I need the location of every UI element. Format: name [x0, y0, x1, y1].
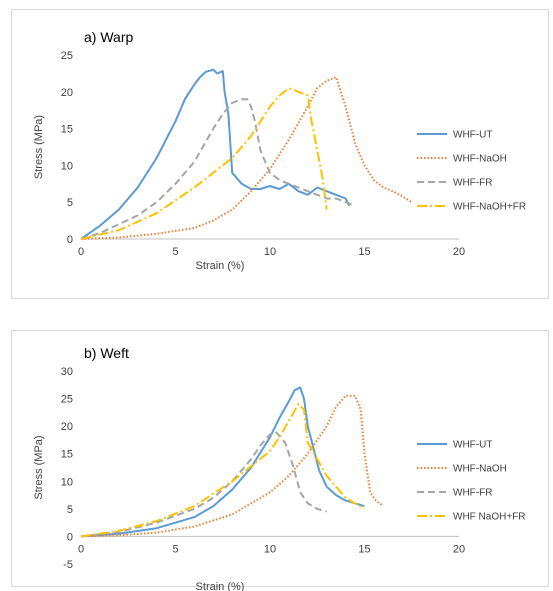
- series-line-2: [80, 394, 384, 538]
- y-tick-label: 20: [61, 421, 73, 433]
- chart-title: a) Warp: [84, 29, 133, 45]
- legend-label: WHF-UT: [453, 130, 492, 141]
- warp-chart: a) Warp 0 5 10 15 20 25 0 5 10 15 20 Strain (%) Stres…: [33, 29, 526, 272]
- y-tick-label: 0: [67, 531, 73, 543]
- series-line-1: [80, 386, 365, 538]
- legend-label: WHF-NaOH: [453, 464, 507, 475]
- y-tick-label: 25: [61, 50, 73, 62]
- y-axis-title: Stress (MPa): [33, 435, 45, 499]
- y-tick-label: 5: [67, 197, 73, 209]
- chart-title: b) Weft: [84, 345, 129, 361]
- y-tick-label: 10: [61, 160, 73, 172]
- legend-label: WHF-FR: [453, 178, 492, 189]
- y-tick-label: 0: [67, 234, 73, 246]
- x-axis-title: Strain (%): [196, 260, 245, 272]
- legend-label: WHF-UT: [453, 440, 492, 451]
- x-tick-label: 10: [264, 246, 276, 258]
- y-tick-label: 30: [61, 366, 73, 378]
- x-tick-label: 5: [172, 543, 178, 555]
- series-line-3: [80, 430, 327, 538]
- x-tick-label: 0: [78, 543, 84, 555]
- x-axis-title: Strain (%): [196, 581, 245, 591]
- series-line-4: [80, 87, 328, 240]
- series-line-3: [80, 98, 356, 240]
- x-tick-label: 0: [78, 246, 84, 258]
- chart-panel-weft: b) Weft -5 0 5 10 15 20 25 30 0 5 10 15 20 Strain (%) S…: [11, 330, 549, 591]
- y-tick-label: 20: [61, 87, 73, 99]
- series-line-4: [80, 403, 366, 538]
- x-tick-label: 20: [453, 543, 465, 555]
- x-tick-label: 15: [358, 246, 370, 258]
- x-tick-label: 20: [453, 246, 465, 258]
- y-tick-label: 15: [61, 124, 73, 136]
- y-tick-label: -5: [63, 559, 73, 571]
- x-tick-label: 15: [358, 543, 370, 555]
- y-tick-label: 25: [61, 394, 73, 406]
- y-tick-label: 5: [67, 504, 73, 516]
- y-tick-label: 15: [61, 449, 73, 461]
- x-tick-label: 10: [264, 543, 276, 555]
- chart-panel-warp: a) Warp 0 5 10 15 20 25 0 5 10 15 20 Strain (%) Stres…: [11, 9, 549, 299]
- series-line-1: [80, 68, 351, 240]
- y-axis-title: Stress (MPa): [33, 115, 45, 179]
- legend-label: WHF NaOH+FR: [453, 512, 526, 523]
- series-line-2: [80, 76, 413, 240]
- legend-label: WHF-NaOH: [453, 154, 507, 165]
- y-tick-label: 10: [61, 476, 73, 488]
- legend-label: WHF-FR: [453, 488, 492, 499]
- weft-chart: b) Weft -5 0 5 10 15 20 25 30 0 5 10 15 20 Strain (%) S…: [33, 345, 526, 591]
- x-tick-label: 5: [172, 246, 178, 258]
- legend-label: WHF-NaOH+FR: [453, 202, 526, 213]
